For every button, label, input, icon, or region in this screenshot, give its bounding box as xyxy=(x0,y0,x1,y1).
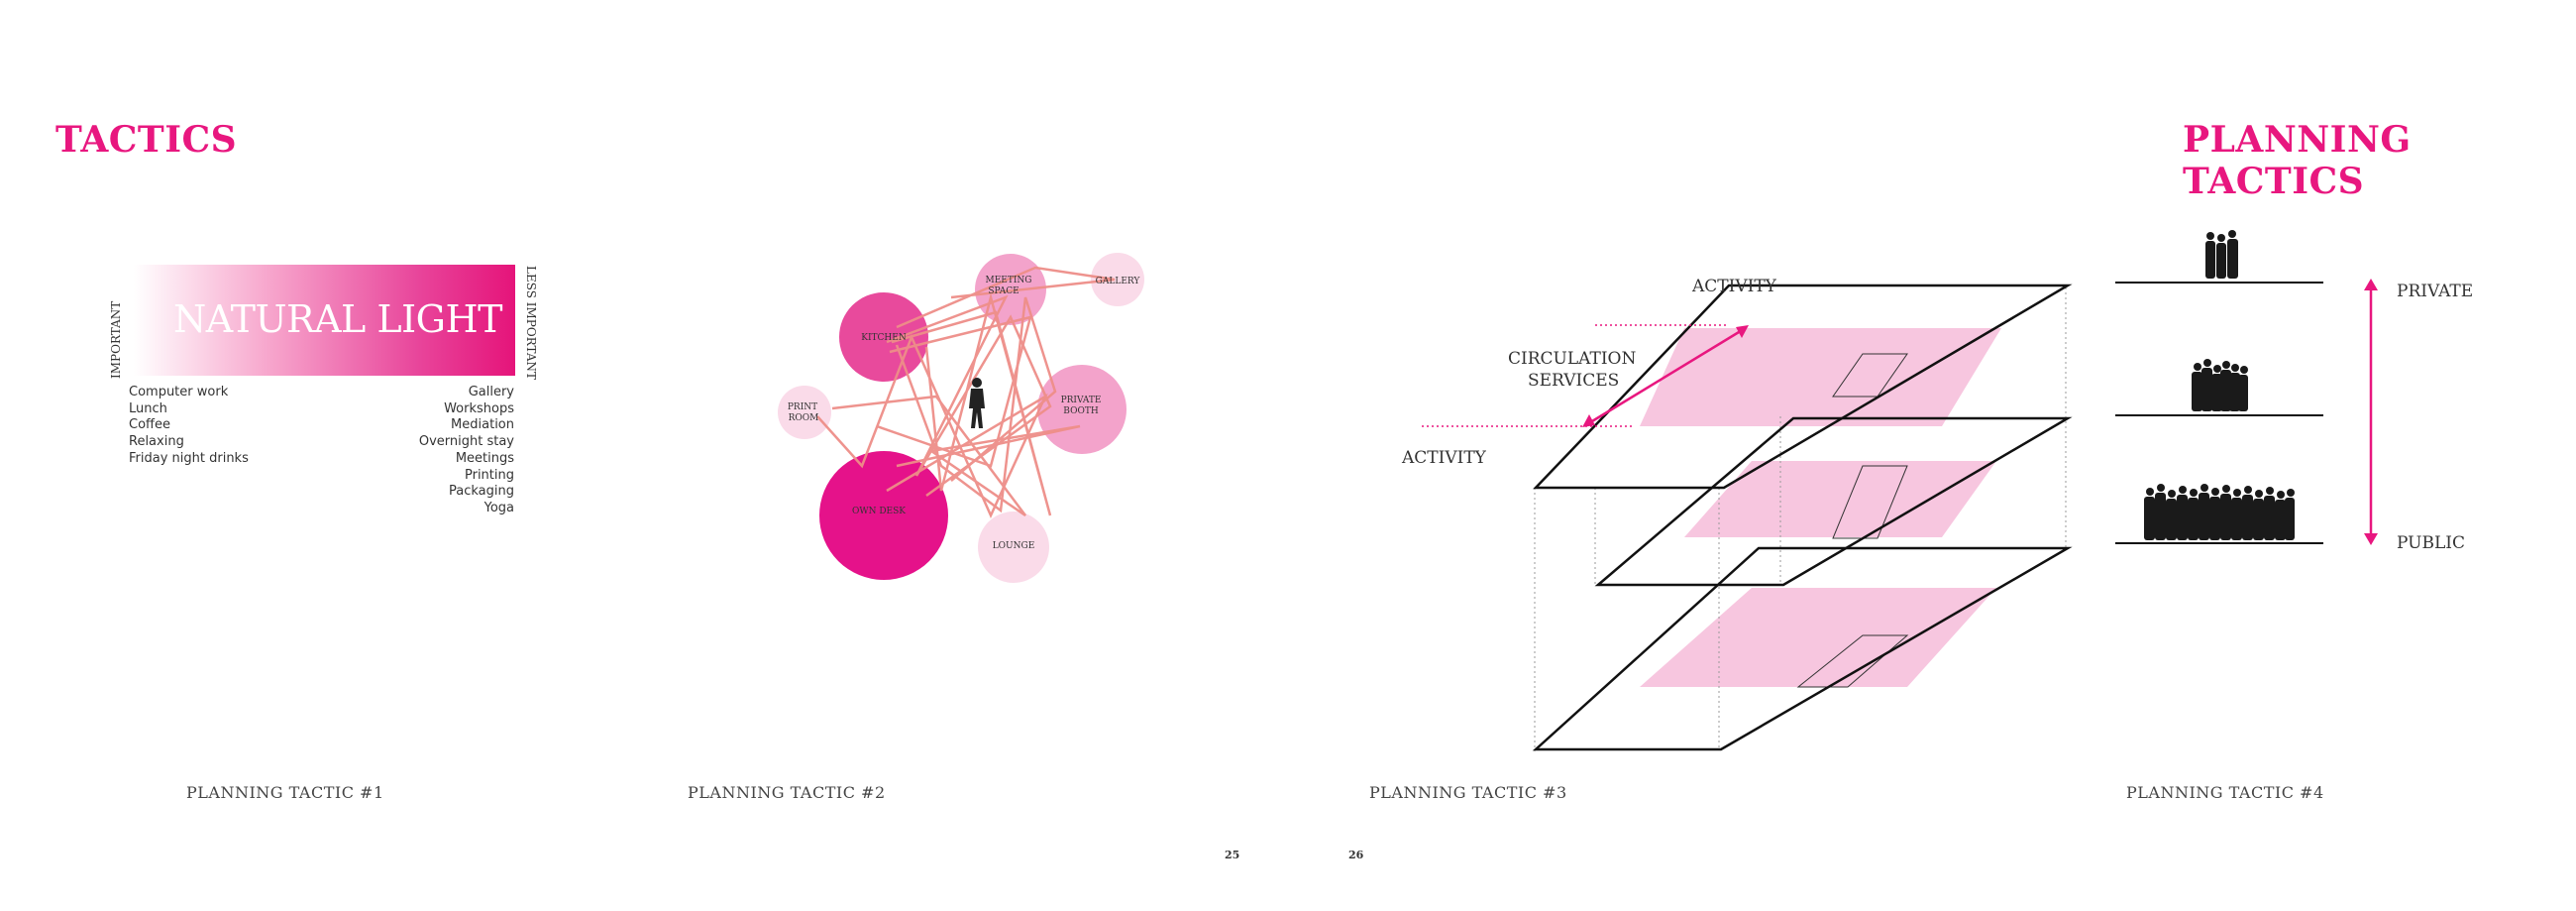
gallery-bubble xyxy=(1091,253,1144,306)
public-label: PUBLIC xyxy=(2397,533,2465,553)
floor-lines xyxy=(2115,282,2323,544)
private-label: PRIVATE xyxy=(2397,282,2473,301)
activity-left-label: ACTIVITY xyxy=(1401,448,1487,468)
list-item: Yoga xyxy=(483,500,514,515)
private-booth-label-line2: BOOTH xyxy=(1063,406,1099,416)
meeting-space-label-line1: MEETING xyxy=(986,276,1032,285)
list-item: Packaging xyxy=(449,484,514,500)
medium-group-icon xyxy=(2192,359,2248,411)
tactic-3-caption: PLANNING TACTIC #3 xyxy=(1369,783,1567,802)
gallery-label: GALLERY xyxy=(1096,277,1141,286)
tactic-4-caption: PLANNING TACTIC #4 xyxy=(2126,783,2324,802)
tactics-heading: TACTICS xyxy=(55,119,238,161)
natural-light-title: NATURAL LIGHT xyxy=(173,297,502,341)
list-item: Printing xyxy=(464,467,514,483)
circulation-arrow xyxy=(1582,325,1749,427)
lounge-bubble xyxy=(978,512,1049,583)
circulation-label-line1: CIRCULATION xyxy=(1508,349,1636,369)
own-desk-bubble xyxy=(819,451,948,580)
list-item: Lunch xyxy=(129,400,167,416)
list-item: Overnight stay xyxy=(418,434,514,450)
page-number-right: 26 xyxy=(1348,849,1364,861)
natural-light-gradient-bar xyxy=(134,265,515,376)
activity-top-label: ACTIVITY xyxy=(1691,277,1777,296)
list-item: Workshops xyxy=(444,400,514,416)
vertical-guides xyxy=(1534,287,2067,751)
tactic-1-caption: PLANNING TACTIC #1 xyxy=(186,783,384,802)
kitchen-label: KITCHEN xyxy=(861,333,907,343)
print-room-bubble xyxy=(778,386,831,439)
list-item: Friday night drinks xyxy=(129,450,249,466)
print-room-label-line1: PRINT xyxy=(788,402,817,412)
activity-leaders xyxy=(1422,324,1729,427)
list-item: Meetings xyxy=(455,450,514,466)
planning-tactics-heading: PLANNING TACTICS xyxy=(2183,119,2412,202)
person-icon xyxy=(969,378,985,428)
small-group-icon xyxy=(2205,230,2238,279)
own-desk-label: OWN DESK xyxy=(852,507,906,516)
activity-zones xyxy=(1640,328,2001,687)
important-activities-list: Computer work Lunch Coffee Relaxing Frid… xyxy=(129,385,249,468)
page-number-left: 25 xyxy=(1225,849,1240,861)
list-item: Mediation xyxy=(451,417,514,433)
privacy-arrow xyxy=(2364,279,2378,545)
floor-plates xyxy=(1532,284,2073,751)
print-room-label-line2: ROOM xyxy=(789,413,819,423)
kitchen-bubble xyxy=(839,292,928,382)
list-item: Relaxing xyxy=(129,434,184,450)
large-crowd-icon xyxy=(2144,484,2295,540)
list-item: Coffee xyxy=(129,417,170,433)
connection-lines xyxy=(816,266,1116,519)
tactic-2-caption: PLANNING TACTIC #2 xyxy=(688,783,886,802)
private-booth-label-line1: PRIVATE xyxy=(1061,396,1102,405)
circulation-label-line2: SERVICES xyxy=(1528,371,1619,391)
less-important-activities-list: Gallery Workshops Mediation Overnight st… xyxy=(376,385,514,517)
list-item: Computer work xyxy=(129,385,229,399)
lounge-label: LOUNGE xyxy=(993,541,1035,551)
list-item: Gallery xyxy=(468,385,514,399)
meeting-space-label-line2: SPACE xyxy=(988,286,1019,296)
